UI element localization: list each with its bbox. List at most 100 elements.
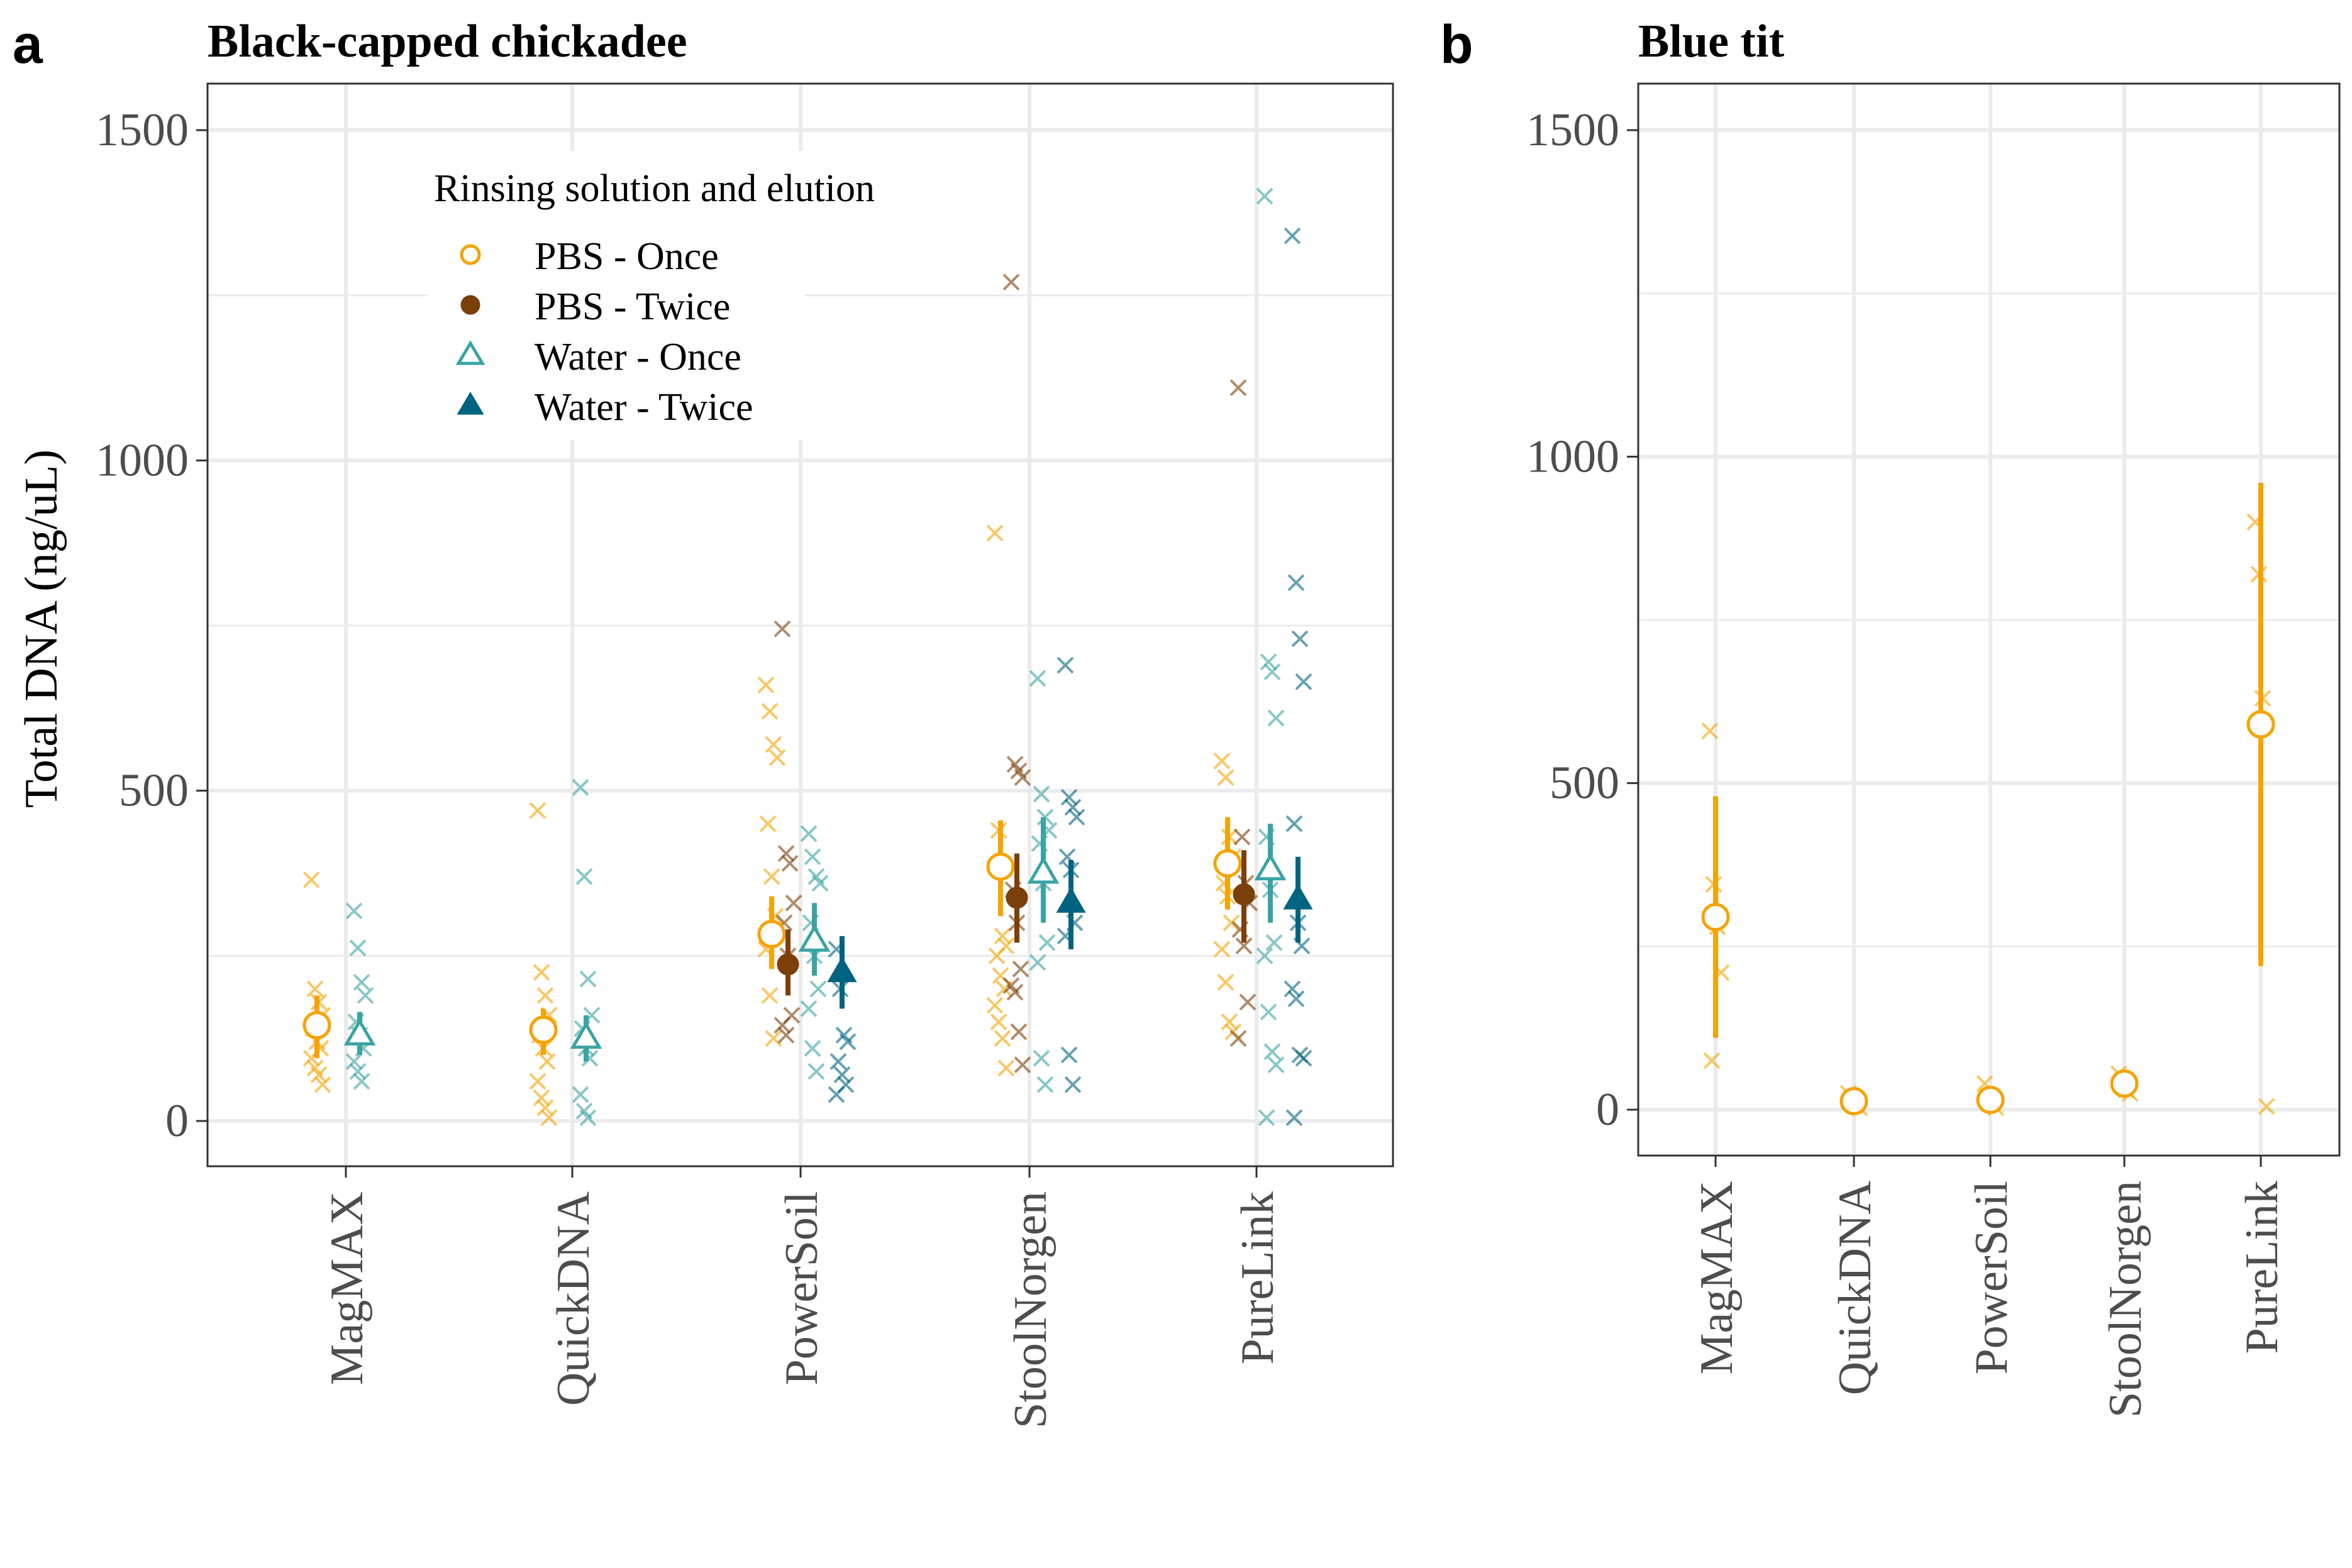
panel-a-points (302, 187, 1312, 1127)
a-water-once-magmax-point (357, 986, 374, 1004)
a-water-once-powersoil-point-stroke-b (804, 848, 821, 866)
a-water-once-powersoil-point-stroke-b (809, 980, 827, 998)
a-pbs-twice-stoolnorgen-point-stroke-b (1014, 769, 1031, 787)
a-water-once-stoolnorgen-point (1033, 785, 1050, 803)
a-water-once-powersoil-point-stroke-b (804, 1040, 821, 1057)
a-water-once-purelink-point-stroke-b (1256, 947, 1273, 964)
a-y-tick-label: 0 (165, 1095, 189, 1147)
panel-a-ticks: 0 500 1000 1500 MagMAX QuickDNA PowerSoil Stool… (96, 104, 1284, 1428)
b-pbs-once-powersoil-point-stroke-b (1976, 1075, 1994, 1092)
a-pbs-once-stoolnorgen-point-stroke-b (994, 1030, 1011, 1047)
a-water-once-magmax-mean (343, 1018, 376, 1046)
a-pbs-twice-stoolnorgen-point-stroke-b (1002, 273, 1020, 291)
a-pbs-once-quickdna-point-stroke-b (533, 964, 550, 981)
a-pbs-once-stoolnorgen-point-stroke-b (994, 927, 1011, 945)
a-water-twice-powersoil-mean (827, 956, 857, 983)
panel-b-letter: b (1440, 14, 1473, 75)
a-water-twice-stoolnorgen-point-stroke-b (1068, 809, 1085, 826)
a-water-once-powersoil-point (807, 1063, 825, 1080)
panel-b-ticks: 0 500 1000 1500 MagMAX QuickDNA PowerSoil Stool… (1526, 104, 2288, 1418)
legend-label-water-twice: Water - Twice (535, 386, 753, 429)
a-water-twice-stoolnorgen-point (1060, 1046, 1078, 1064)
a-water-twice-purelink-point-stroke-b (1291, 630, 1309, 648)
a-water-twice-powersoil-point-stroke-b (839, 1033, 857, 1051)
a-water-once-quickdna-point-stroke-b (575, 868, 593, 885)
a-water-once-powersoil-point-stroke-b (800, 825, 818, 842)
a-water-once-quickdna-point-stroke-b (572, 778, 589, 796)
a-water-once-quickdna-point (572, 1086, 589, 1103)
a-pbs-once-quickdna-point-stroke-b (536, 1099, 554, 1117)
panel-b-summaries (1701, 482, 2275, 1115)
a-pbs-twice-stoolnorgen-point (1002, 273, 1020, 291)
a-pbs-once-stoolnorgen-point (997, 1059, 1015, 1077)
a-water-twice-purelink-point-stroke-b (1287, 990, 1305, 1008)
a-water-once-stoolnorgen-mean (1027, 856, 1060, 884)
a-water-once-powersoil-point-stroke-b (807, 868, 825, 885)
b-pbs-once-quickdna-mean (1839, 1086, 1868, 1115)
a-pbs-once-purelink-point (1213, 752, 1231, 770)
a-water-once-quickdna-point-stroke-b (579, 970, 597, 988)
a-water-once-powersoil-point-stroke-b (800, 1000, 818, 1017)
a-water-once-purelink-point-stroke-b (1260, 1003, 1277, 1021)
legend-marker-water-once (455, 340, 485, 365)
a-water-once-magmax-point (349, 1063, 367, 1080)
a-pbs-once-powersoil-point-stroke-b (765, 1030, 782, 1047)
a-pbs-once-stoolnorgen-point (986, 997, 1004, 1014)
a-pbs-once-purelink-point-stroke-b (1217, 973, 1234, 991)
a-water-once-purelink-point (1256, 187, 1273, 205)
a-pbs-once-quickdna-point (533, 1089, 550, 1107)
a-water-twice-stoolnorgen-point (1068, 809, 1085, 826)
a-water-once-purelink-point (1267, 1056, 1285, 1074)
a-water-twice-purelink-point-stroke-b (1285, 1109, 1303, 1127)
a-pbs-once-powersoil-point-stroke-b (763, 868, 780, 885)
a-pbs-twice-powersoil-point-stroke-b (777, 845, 795, 862)
a-water-twice-purelink-point (1284, 980, 1301, 998)
panel-b-title: Blue tit (1638, 16, 1785, 67)
a-pbs-once-purelink-mean (1213, 849, 1242, 878)
legend-label-pbs-twice: PBS - Twice (535, 285, 730, 328)
a-water-twice-stoolnorgen-point (1064, 798, 1082, 816)
a-pbs-once-purelink-point (1221, 1013, 1238, 1030)
a-water-twice-stoolnorgen-point-stroke-b (1064, 1076, 1082, 1093)
a-water-once-stoolnorgen-point (1038, 934, 1056, 951)
a-pbs-twice-stoolnorgen-point-stroke-b (1006, 983, 1024, 1001)
a-water-once-purelink-point (1263, 663, 1281, 680)
b-y-tick-label: 1500 (1526, 104, 1619, 156)
a-water-twice-powersoil-point (839, 1033, 857, 1051)
a-pbs-once-stoolnorgen-point (986, 524, 1004, 542)
a-pbs-twice-purelink-point-stroke-b (1229, 1030, 1247, 1047)
a-pbs-twice-stoolnorgen-point (1012, 960, 1029, 978)
a-water-once-purelink-point-stroke-b (1267, 709, 1285, 727)
a-water-once-powersoil-point (804, 1040, 821, 1057)
a-water-once-quickdna-point (579, 970, 597, 988)
a-water-once-powersoil-point (811, 875, 829, 892)
a-water-once-stoolnorgen-point-stroke-b (1029, 954, 1046, 971)
a-water-twice-purelink-point (1287, 990, 1305, 1008)
a-pbs-once-purelink-point (1217, 973, 1234, 991)
a-water-once-magmax-point (353, 1073, 370, 1090)
a-pbs-twice-purelink-point-stroke-b (1235, 937, 1253, 954)
a-pbs-once-powersoil-point (768, 749, 786, 766)
b-pbs-once-magmax-mean (1701, 903, 1730, 932)
panel-a-summaries (302, 817, 1313, 1062)
a-water-once-stoolnorgen-point (1036, 1076, 1054, 1093)
y-axis-title: Total DNA (ng/uL) (16, 450, 67, 808)
b-x-tick-label-powersoil: PowerSoil (1966, 1181, 2017, 1374)
a-water-twice-purelink-point (1295, 673, 1312, 690)
a-water-twice-purelink-point-stroke-b (1293, 937, 1311, 954)
a-water-once-purelink-point (1260, 1003, 1277, 1021)
a-pbs-once-powersoil-point-stroke-b (759, 815, 777, 832)
a-pbs-once-purelink-point-stroke-b (1213, 752, 1231, 770)
a-water-once-magmax-point (349, 939, 367, 957)
a-pbs-twice-stoolnorgen-point (1014, 769, 1031, 787)
a-water-once-stoolnorgen-point-stroke-b (1038, 934, 1056, 951)
legend-entry-water-twice: Water - Twice (457, 386, 753, 429)
a-x-tick-label-quickdna: QuickDNA (548, 1191, 599, 1406)
a-water-once-stoolnorgen-point-stroke-b (1029, 670, 1046, 687)
a-water-twice-purelink-point-stroke-b (1285, 815, 1303, 832)
a-pbs-once-purelink-point-stroke-b (1223, 914, 1240, 932)
a-pbs-once-purelink-point-stroke-b (1217, 769, 1234, 787)
legend-entry-pbs-once: PBS - Once (460, 235, 719, 278)
a-water-once-purelink-point (1256, 947, 1273, 964)
